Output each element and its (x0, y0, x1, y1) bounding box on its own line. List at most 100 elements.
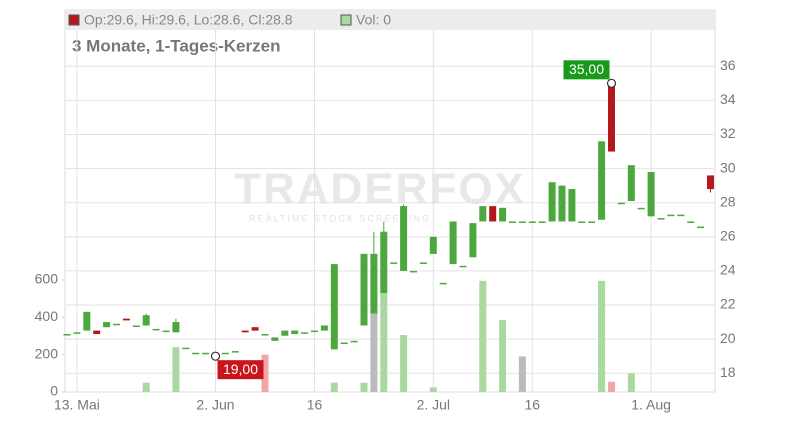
candle-body (330, 264, 338, 350)
candle-body (261, 334, 269, 336)
volume-bar (598, 280, 606, 392)
volume-bar (261, 354, 269, 392)
candle-body (499, 207, 507, 222)
annotation-box (563, 60, 610, 80)
volume-bar (360, 382, 368, 392)
candle-body (370, 253, 378, 314)
x-tick-label: 2. Jul (417, 397, 450, 413)
candle-body (231, 351, 239, 353)
candle-body (202, 352, 210, 355)
candle-body (657, 218, 665, 220)
annotation-marker (606, 78, 617, 88)
watermark-sub: REALTIME STOCK SCREENING (249, 213, 431, 223)
candle-body (489, 206, 497, 222)
candle-body (400, 206, 408, 271)
y2-tick-label: 400 (35, 308, 59, 324)
volume-bar (499, 320, 507, 392)
candle-body (548, 182, 556, 222)
candle-body (113, 323, 120, 326)
candle-body (627, 165, 635, 201)
x-tick-label: 1. Aug (631, 397, 671, 413)
candle-body (122, 318, 130, 321)
annotation-label: 35,00 (569, 61, 604, 77)
candle-body (390, 262, 398, 264)
volume-bar (330, 382, 338, 392)
candle-body (617, 202, 625, 205)
candle-body (568, 189, 576, 222)
candle-body (192, 352, 200, 355)
candle-body (152, 328, 160, 331)
volume-bar (370, 313, 378, 392)
candle-body (419, 262, 427, 264)
candle-body (301, 332, 309, 334)
y-tick-label: 20 (720, 330, 736, 346)
legend-ohlc-swatch (68, 14, 80, 26)
candle-body (578, 221, 586, 223)
volume-bar (627, 373, 635, 392)
candle-body (172, 322, 180, 333)
candle-body (221, 352, 229, 355)
candle-body (103, 322, 111, 328)
y-tick-label: 24 (720, 262, 736, 278)
candle-body (528, 221, 536, 223)
y-tick-label: 28 (720, 193, 736, 209)
candle-body (479, 206, 487, 222)
legend-volume-swatch (340, 14, 352, 26)
candle-body (142, 315, 150, 326)
candle-body (637, 207, 645, 210)
candle-body (588, 221, 596, 223)
candle-body (311, 330, 318, 333)
y-tick-label: 32 (720, 125, 736, 141)
candle-body (538, 221, 546, 223)
candle-body (241, 330, 249, 333)
candle-body (449, 221, 457, 265)
candle-body (93, 330, 101, 335)
volume-bar (380, 292, 388, 392)
x-tick-label: 13. Mai (54, 397, 100, 413)
annotation-label: 19,00 (223, 361, 258, 377)
y-tick-label: 22 (720, 296, 736, 312)
y-tick-label: 30 (720, 159, 736, 175)
legend-bar (65, 10, 715, 30)
candle-body (340, 342, 348, 345)
candle-body (687, 221, 695, 223)
candle-body (350, 340, 358, 343)
candle-body (281, 330, 289, 336)
candle-body (647, 172, 655, 217)
y-tick-label: 34 (720, 91, 736, 107)
volume-bar (429, 387, 437, 392)
candle-body (73, 332, 81, 334)
candle-body (429, 236, 437, 254)
annotation-box (217, 360, 264, 380)
watermark: TRADERFOX (234, 165, 526, 214)
candle-body (132, 325, 140, 327)
y2-tick-label: 200 (35, 345, 59, 361)
candle-body (360, 253, 368, 326)
candle-body (667, 214, 675, 217)
annotation-marker (210, 351, 221, 361)
volume-bar (142, 382, 150, 392)
candle-body (380, 231, 388, 294)
candle-body (509, 221, 516, 223)
y-tick-label: 36 (720, 57, 736, 73)
candle-body (459, 265, 467, 268)
candle-body (439, 282, 447, 285)
candle-body (608, 83, 615, 152)
candle-body (469, 223, 477, 258)
y-tick-label: 26 (720, 228, 736, 244)
x-tick-label: 2. Jun (196, 397, 234, 413)
volume-bar (400, 335, 408, 392)
volume-bar (608, 381, 615, 392)
y-tick-label: 18 (720, 364, 736, 380)
candle-body (271, 337, 279, 341)
candle-body (707, 175, 714, 190)
legend-ohlc: Op:29.6, Hi:29.6, Lo:28.6, Cl:28.8 (84, 12, 293, 28)
candle-body (518, 221, 526, 223)
candle-body (558, 185, 566, 222)
candle-body (697, 226, 705, 229)
candle-body (162, 330, 170, 333)
x-tick-label: 16 (525, 397, 541, 413)
volume-bar (479, 280, 487, 392)
candle-body (291, 330, 299, 335)
